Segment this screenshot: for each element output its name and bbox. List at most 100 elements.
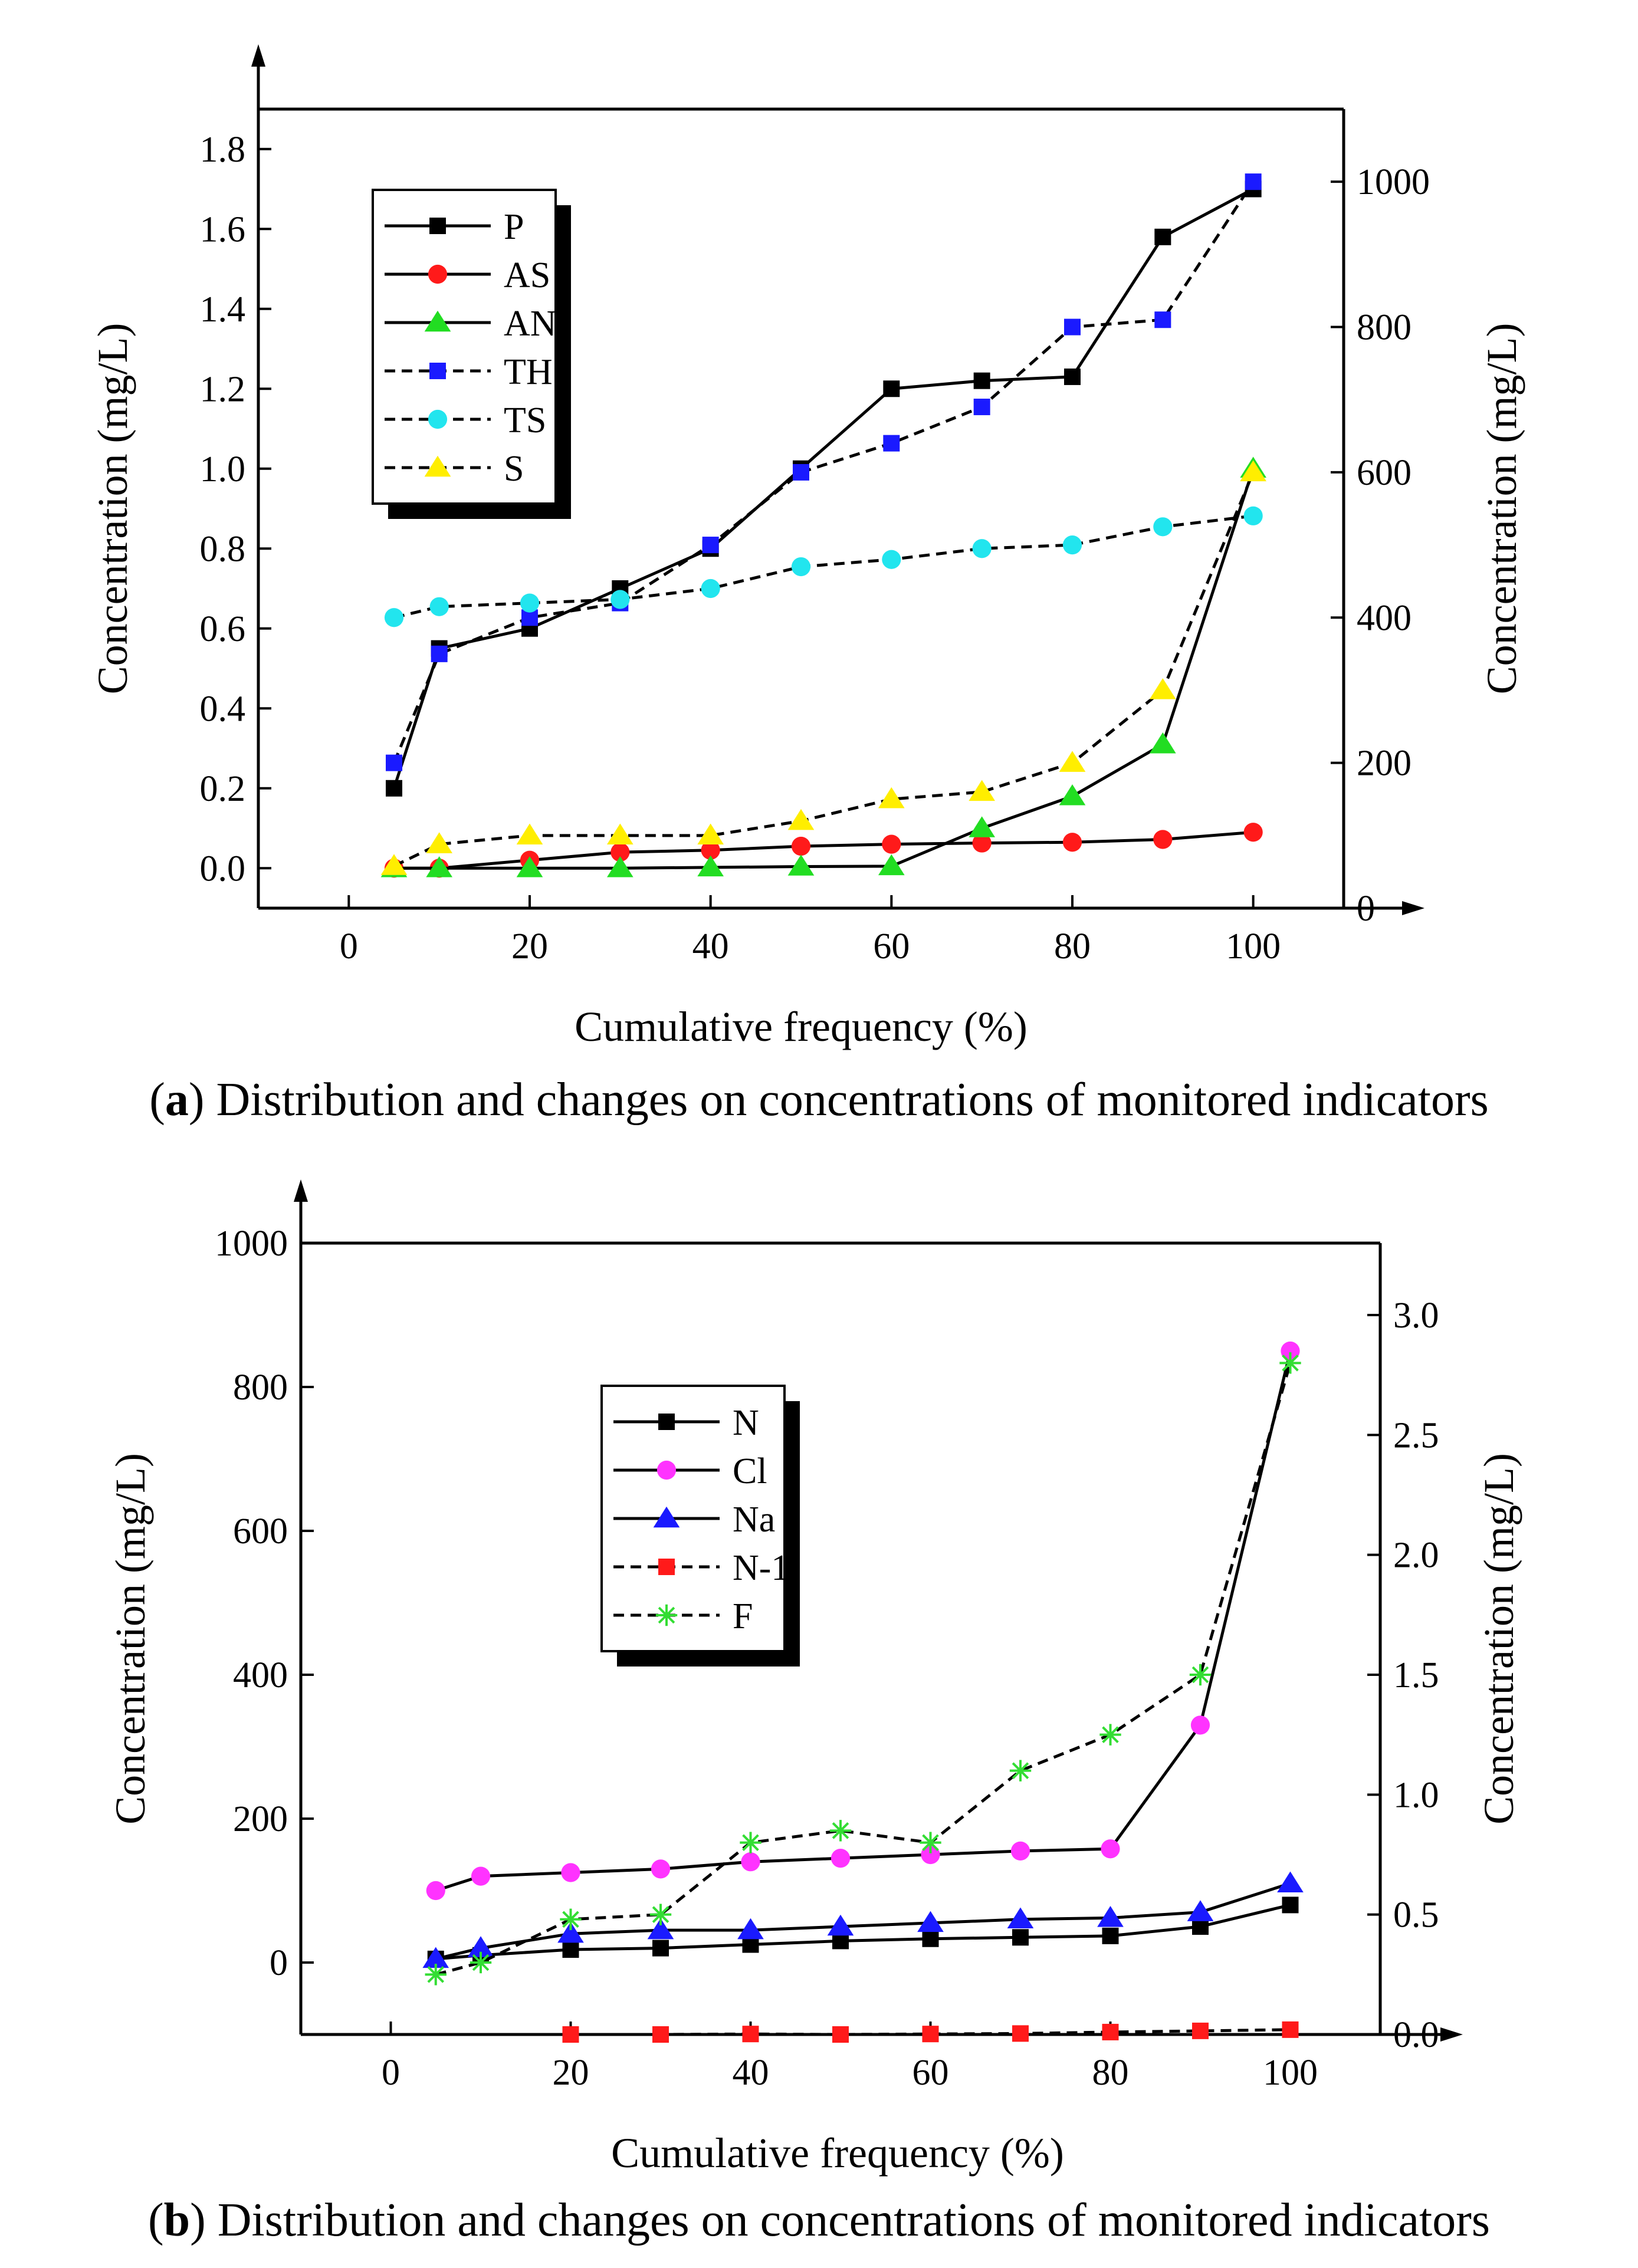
y-left-tick-label: 800 xyxy=(233,1368,288,1408)
series-b-n-1 xyxy=(562,2021,1299,2043)
caption-a-letter: a xyxy=(165,1074,189,1126)
y-left-tick-label: 0.6 xyxy=(200,609,246,649)
y-right-axis-title: Concentration (mg/L) xyxy=(1478,323,1525,695)
data-point-an xyxy=(426,856,452,877)
data-point-th xyxy=(1064,318,1081,336)
x-tick-label: 40 xyxy=(692,926,729,967)
data-point-an xyxy=(1150,732,1176,754)
data-point-n xyxy=(1102,1927,1119,1944)
y-right-tick-label: 2.5 xyxy=(1393,1415,1439,1455)
data-point-na xyxy=(827,1914,854,1936)
x-axis-title: Cumulative frequency (%) xyxy=(611,2129,1064,2177)
data-point-an xyxy=(1059,784,1086,806)
y-left-axis-title: Concentration (mg/L) xyxy=(107,1453,154,1825)
data-point-ts xyxy=(520,593,540,613)
data-point-th xyxy=(386,754,402,771)
x-tick-label: 60 xyxy=(912,2053,949,2093)
series-b-n xyxy=(427,1896,1299,1967)
data-point-f xyxy=(920,1832,941,1853)
series-line-cl xyxy=(435,1350,1292,1892)
data-point-cl xyxy=(1190,1715,1210,1735)
y-right-tick-label: 1.5 xyxy=(1393,1655,1439,1695)
data-point-f xyxy=(470,1951,492,1974)
y-left-tick-label: 1.0 xyxy=(200,449,246,489)
data-point-cl xyxy=(561,1863,580,1882)
legend-label-na: Na xyxy=(733,1500,775,1540)
chart-a-svg: 0 20 40 60 80 100 0.0 0.2 0.4 0.6 0.8 1.0 1.2 1.4 1.6 1… xyxy=(89,44,1525,1050)
legend-marker-p xyxy=(429,218,446,234)
legend-marker-cl xyxy=(656,1460,677,1480)
data-point-th xyxy=(1154,311,1171,328)
legend-box xyxy=(372,189,557,505)
y-left-tick-label: 600 xyxy=(233,1511,288,1552)
legend-marker-th xyxy=(429,363,446,379)
y-right-tick-label: 1000 xyxy=(1357,162,1430,202)
legend-label-n-1: N-1 xyxy=(733,1548,789,1588)
data-point-n-1 xyxy=(922,2026,939,2043)
x-tick-label: 20 xyxy=(553,2053,589,2093)
data-point-ts xyxy=(1153,517,1173,537)
series-line-an xyxy=(394,468,1255,870)
data-point-n xyxy=(922,1930,939,1947)
x-tick-label: 100 xyxy=(1226,926,1281,967)
legend-label-p: P xyxy=(504,207,524,247)
data-point-f xyxy=(829,1820,852,1842)
x-tick-label: 20 xyxy=(511,926,548,967)
legend-marker-n-1 xyxy=(658,1559,675,1575)
chart-panel-a: 0 20 40 60 80 100 0.0 0.2 0.4 0.6 0.8 1.0 1.2 1.4 1.6 1… xyxy=(89,44,1525,1126)
y-left-tick-label: 1000 xyxy=(215,1224,288,1264)
legend-label-as: AS xyxy=(504,255,550,295)
data-point-p xyxy=(883,380,900,397)
data-point-ts xyxy=(972,539,992,558)
y-left-axis-title: Concentration (mg/L) xyxy=(89,323,136,695)
legend-marker-as xyxy=(428,264,448,284)
y-left-tick-label: 0.8 xyxy=(200,529,246,569)
data-point-ts xyxy=(1062,535,1082,555)
legend-marker-f xyxy=(655,1604,678,1626)
legend-marker-na xyxy=(653,1506,680,1528)
data-point-f xyxy=(425,1964,447,1986)
data-point-cl xyxy=(921,1845,940,1865)
data-point-n-1 xyxy=(1282,2021,1299,2038)
y-right-tick-label: 3.0 xyxy=(1393,1296,1439,1336)
x-tick-label: 80 xyxy=(1054,926,1091,967)
y-left-tick-label: 1.2 xyxy=(200,369,246,409)
caption-b-letter: b xyxy=(163,2194,191,2246)
x-tick-label: 60 xyxy=(873,926,910,967)
data-point-th xyxy=(883,435,900,452)
series-b-na xyxy=(422,1871,1304,1968)
data-point-n-1 xyxy=(562,2026,579,2043)
series-a-ts xyxy=(384,506,1263,627)
y-left-tick-label: 200 xyxy=(233,1799,288,1839)
chart-panel-b: 0 20 40 60 80 100 0 200 400 600 800 1000 0.0 0.5 1.0 1.… xyxy=(0,1156,1638,2268)
data-point-an xyxy=(787,854,815,876)
data-point-f xyxy=(1009,1760,1032,1781)
legend-marker-ts xyxy=(428,409,448,429)
caption-a-text: Distribution and changes on concentratio… xyxy=(216,1074,1489,1126)
left-axis-arrow-icon xyxy=(251,44,265,67)
x-tick-label: 80 xyxy=(1092,2053,1129,2093)
legend-label-th: TH xyxy=(504,352,553,392)
data-point-s xyxy=(697,823,724,845)
x-axis-title: Cumulative frequency (%) xyxy=(575,1003,1028,1050)
data-point-cl xyxy=(471,1866,491,1886)
data-point-s xyxy=(1059,751,1086,772)
data-point-ts xyxy=(429,597,449,616)
data-point-f xyxy=(649,1904,672,1925)
data-point-p xyxy=(1064,368,1081,385)
data-point-n xyxy=(652,1940,669,1957)
data-point-n-1 xyxy=(652,2026,669,2043)
chart-b-svg: 0 20 40 60 80 100020040060080010000.00.51.01.… xyxy=(107,1179,1522,2177)
legend-marker-an xyxy=(424,310,451,332)
legend-marker-n xyxy=(658,1414,675,1430)
data-point-an xyxy=(697,855,724,877)
legend-label-ts: TS xyxy=(504,400,546,441)
series-line-f xyxy=(435,1362,1292,1976)
left-axis-arrow-icon xyxy=(294,1179,308,1202)
y-left-tick-label: 400 xyxy=(233,1655,288,1695)
legend-label-f: F xyxy=(733,1596,753,1636)
y-left-tick-label: 0.2 xyxy=(200,769,246,809)
data-point-as xyxy=(791,836,811,856)
bottom-axis-arrow-icon xyxy=(1440,2027,1463,2042)
y-right-tick-label: 2.0 xyxy=(1393,1536,1439,1576)
